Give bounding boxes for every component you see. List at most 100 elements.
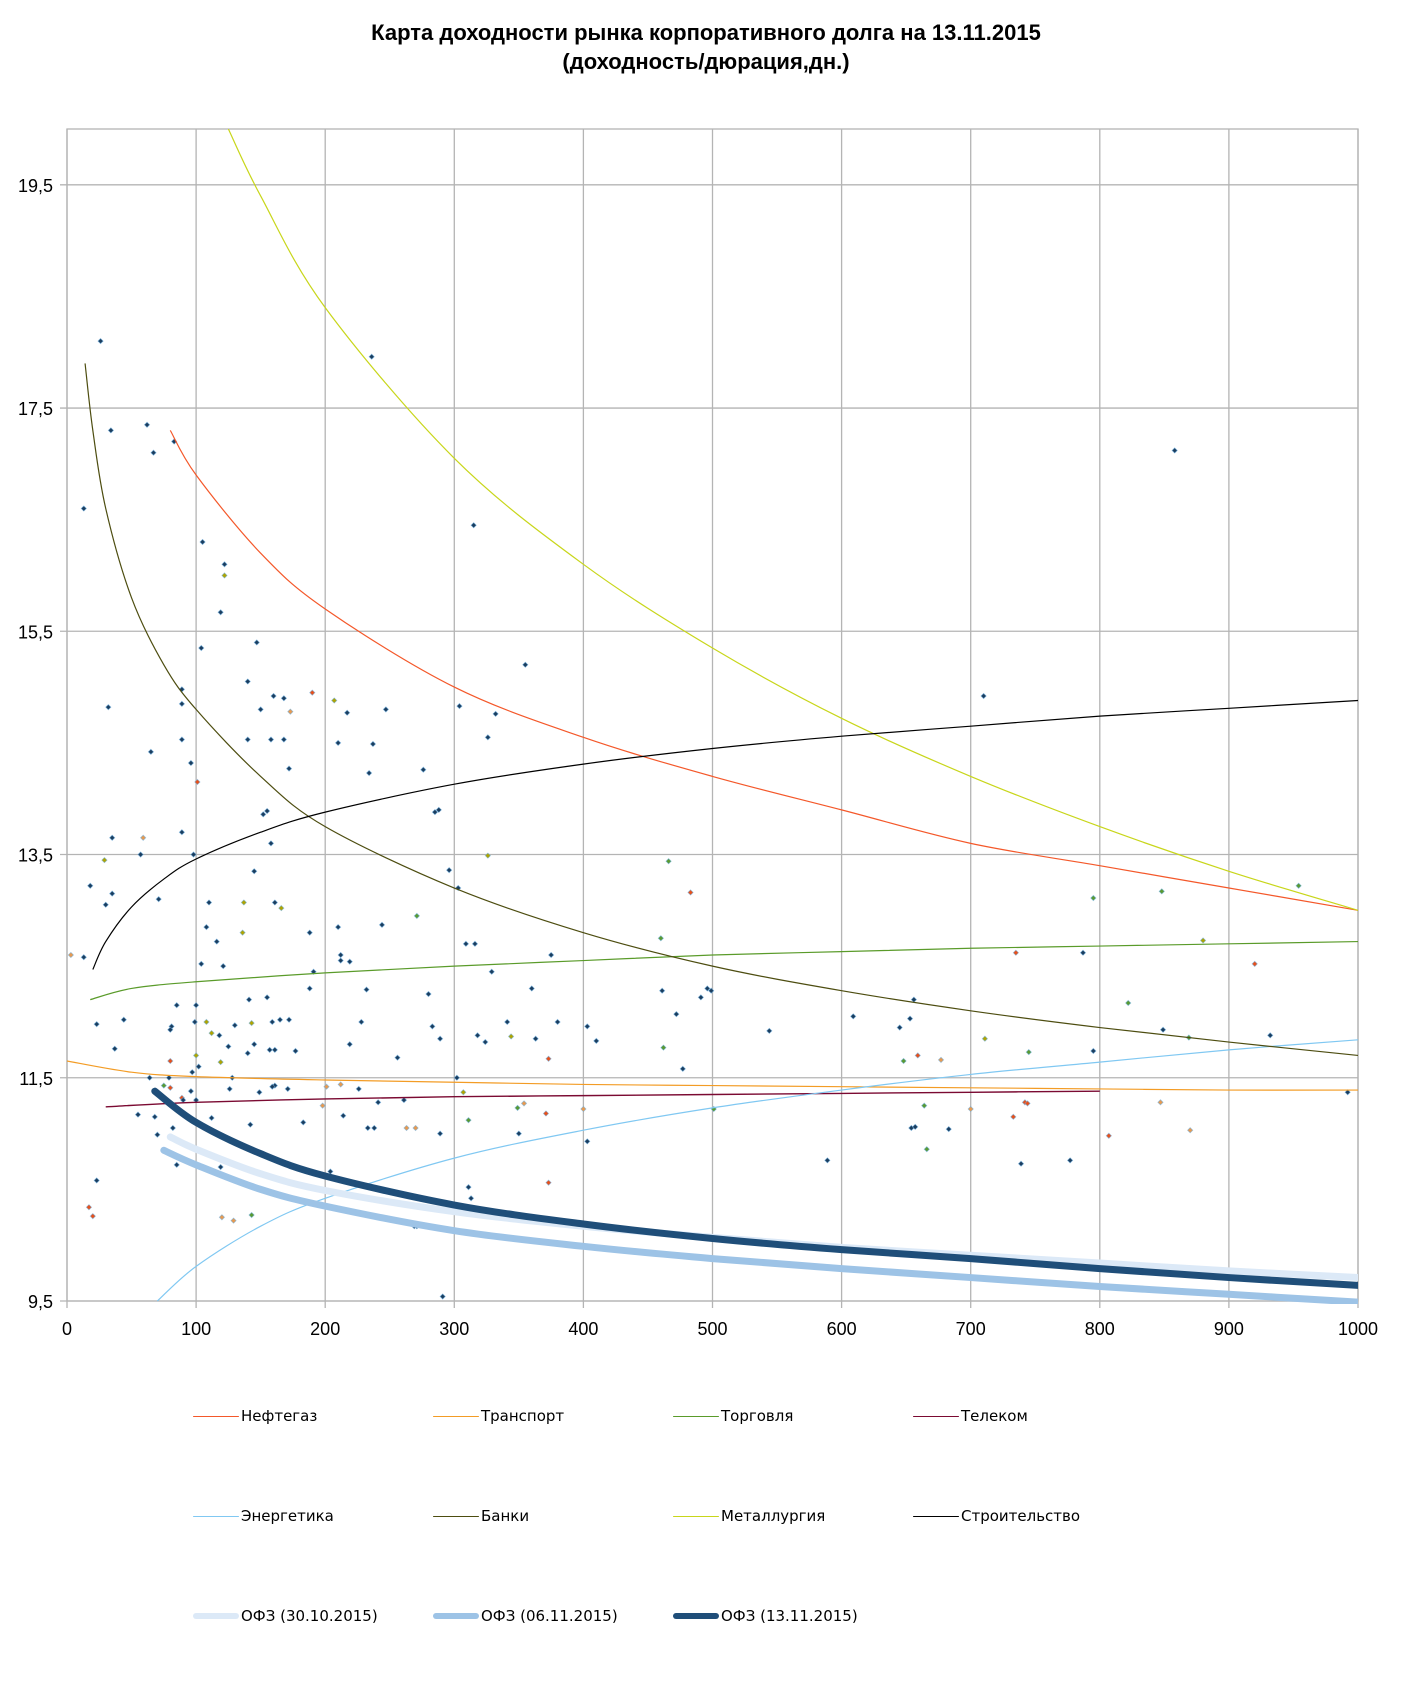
- data-point: [187, 759, 195, 767]
- legend-item[interactable]: ОФЗ (30.10.2015): [193, 1607, 378, 1625]
- legend-item[interactable]: Нефтегаз: [193, 1407, 317, 1425]
- ofz-curve: [160, 1146, 1358, 1304]
- data-point: [271, 1046, 279, 1054]
- data-point: [906, 1015, 914, 1022]
- data-point: [102, 901, 109, 908]
- legend-swatch: [193, 1415, 239, 1417]
- chart-title: Карта доходности рынка корпоративного до…: [0, 18, 1412, 76]
- data-point: [285, 765, 293, 772]
- data-point: [462, 940, 470, 947]
- legend-item[interactable]: Торговля: [673, 1407, 793, 1425]
- data-point: [704, 985, 711, 992]
- ofz-curves: [151, 1087, 1358, 1304]
- data-point: [80, 505, 87, 512]
- data-point: [231, 1022, 238, 1029]
- data-point: [203, 1018, 210, 1026]
- legend-item[interactable]: Энергетика: [193, 1507, 334, 1525]
- data-point: [912, 1123, 919, 1131]
- data-point: [425, 990, 432, 998]
- data-point: [280, 695, 288, 702]
- legend-swatch: [913, 1415, 959, 1417]
- data-point: [155, 896, 162, 903]
- data-point: [365, 769, 373, 777]
- y-tick-label: 9,5: [28, 1292, 53, 1312]
- data-point: [205, 899, 213, 906]
- data-point: [824, 1157, 831, 1164]
- data-point: [143, 421, 151, 428]
- data-point: [1017, 1160, 1025, 1167]
- data-point: [89, 1213, 96, 1220]
- data-point: [248, 1211, 255, 1219]
- data-point: [1066, 1157, 1074, 1164]
- trend-line-Банки: [84, 363, 1358, 1057]
- data-point: [267, 736, 275, 743]
- legend-swatch: [673, 1613, 719, 1619]
- data-point: [167, 1057, 174, 1065]
- data-point: [542, 1110, 550, 1117]
- data-point: [465, 1183, 472, 1191]
- data-point: [160, 1082, 167, 1089]
- data-point: [456, 702, 463, 710]
- data-point: [154, 1131, 161, 1138]
- data-point: [107, 427, 115, 434]
- data-point: [239, 929, 246, 936]
- data-point: [178, 736, 186, 743]
- data-point: [280, 736, 288, 743]
- data-point: [708, 987, 715, 994]
- scatter-points: [67, 337, 1351, 1300]
- data-point: [244, 736, 251, 743]
- legend-swatch: [193, 1515, 239, 1517]
- legend-swatch: [673, 1415, 719, 1417]
- data-point: [101, 856, 108, 864]
- data-point: [528, 985, 535, 992]
- data-point: [167, 1084, 174, 1091]
- x-tick-label: 600: [827, 1319, 857, 1339]
- data-point: [137, 851, 144, 858]
- data-point: [580, 1105, 587, 1113]
- data-point: [287, 708, 294, 715]
- data-point: [306, 929, 313, 936]
- data-point: [169, 1124, 177, 1132]
- data-point: [191, 1018, 198, 1026]
- data-point: [507, 1033, 515, 1040]
- data-point: [87, 882, 94, 889]
- legend-item[interactable]: ОФЗ (06.11.2015): [433, 1607, 618, 1625]
- legend-item[interactable]: Металлургия: [673, 1507, 825, 1525]
- data-point: [248, 1019, 255, 1027]
- data-point: [337, 951, 344, 959]
- legend-swatch: [913, 1515, 959, 1517]
- data-point: [1105, 1132, 1113, 1139]
- trend-line-Транспорт: [67, 1060, 1358, 1091]
- data-point: [276, 1016, 284, 1023]
- data-point: [220, 962, 227, 970]
- ofz-curve: [151, 1087, 1358, 1289]
- legend-item[interactable]: ОФЗ (13.11.2015): [673, 1607, 858, 1625]
- data-point: [697, 994, 705, 1001]
- data-point: [910, 996, 918, 1003]
- data-point: [364, 1124, 371, 1132]
- data-point: [285, 1016, 293, 1023]
- data-point: [173, 1161, 180, 1168]
- data-point: [195, 1063, 202, 1070]
- data-point: [1251, 960, 1258, 968]
- data-point: [460, 1089, 467, 1096]
- legend-item[interactable]: Банки: [433, 1507, 529, 1525]
- data-point: [267, 840, 275, 847]
- data-point: [199, 538, 206, 546]
- data-point: [251, 1041, 258, 1048]
- legend-item[interactable]: Транспорт: [433, 1407, 564, 1425]
- data-point: [93, 1021, 100, 1028]
- ofz-curve: [166, 1133, 1358, 1282]
- legend-item[interactable]: Строительство: [913, 1507, 1080, 1525]
- data-point: [474, 1032, 481, 1039]
- legend-item[interactable]: Телеком: [913, 1407, 1028, 1425]
- data-point: [331, 697, 338, 704]
- data-point: [178, 700, 186, 708]
- data-point: [368, 353, 375, 360]
- y-tick-label: 13,5: [18, 846, 53, 866]
- data-point: [216, 1032, 223, 1039]
- data-point: [471, 940, 479, 947]
- data-point: [190, 851, 197, 858]
